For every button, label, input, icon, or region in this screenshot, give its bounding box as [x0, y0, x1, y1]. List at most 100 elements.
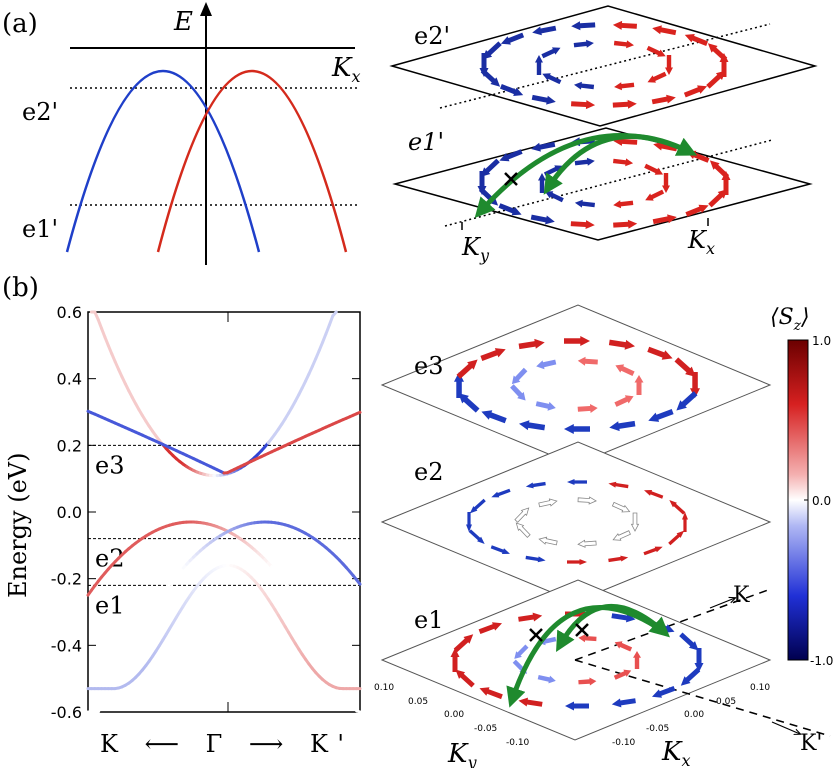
ky-tick-0: 0.10	[374, 683, 394, 693]
spin-arrow	[574, 81, 595, 90]
spin-arrow	[669, 500, 686, 515]
panel-a-plane-e2p: e2'	[389, 5, 818, 127]
colorbar-tick-low: -1.0	[810, 654, 833, 668]
spin-arrow	[518, 612, 543, 622]
band-segment	[96, 318, 104, 331]
spin-arrow	[536, 359, 557, 370]
y-tick-label: -0.4	[51, 636, 82, 655]
panel-a-y-label: E	[173, 7, 193, 37]
spin-arrow	[541, 47, 561, 59]
spin-arrow	[611, 501, 631, 513]
y-tick-labels: 0.6 0.4 0.2 0.0 -0.2 -0.4 -0.6	[51, 303, 82, 722]
spin-ring-e2p	[479, 20, 729, 110]
spin-arrow	[510, 384, 526, 401]
spin-arrow	[500, 32, 525, 45]
kx-label: Kx	[687, 226, 715, 258]
spin-arrow	[525, 481, 546, 489]
kprime-dir-arrow	[771, 721, 800, 734]
spin-arrow	[479, 53, 489, 77]
plane-outline	[389, 5, 818, 127]
ky-label: Ky	[447, 739, 477, 768]
spin-arrow	[676, 391, 698, 411]
panel-a-plane-e1p: e1' Ky Kx	[392, 127, 813, 265]
spin-arrow	[491, 488, 511, 498]
spin-arrow	[690, 372, 700, 398]
spin-arrow	[574, 199, 595, 208]
spin-arrow	[633, 651, 641, 669]
spin-arrow	[680, 667, 701, 686]
kx-label: Kx	[661, 737, 690, 768]
scatter-arrow-outer	[506, 605, 666, 708]
plane-outline	[380, 304, 772, 466]
spin-arrow	[477, 171, 487, 195]
spin-arrow	[614, 82, 635, 91]
spin-arrow	[643, 546, 663, 556]
band-upper-shallow	[86, 409, 362, 475]
level-label-e3: e3	[95, 451, 124, 479]
spin-arrow	[651, 94, 676, 105]
panel-a-y-arrowhead	[200, 2, 212, 16]
band-segment	[103, 335, 110, 348]
y-tick-label: 0.6	[57, 303, 82, 322]
y-tick-label: -0.6	[51, 703, 82, 722]
spin-arrow	[538, 536, 558, 546]
spin-arrow	[668, 530, 685, 546]
y-tick-label: 0.2	[57, 436, 82, 455]
forbidden-cross-2	[575, 623, 589, 637]
spin-arrow	[652, 686, 676, 698]
spin-arrow	[674, 357, 696, 377]
x-axis-label: K ⟵ Γ ⟶ K'	[100, 730, 344, 758]
spin-arrow	[571, 21, 596, 31]
panel-b-plane-e3: e3	[380, 304, 772, 466]
plane-label-e1p: e1'	[408, 128, 444, 156]
spin-arrow	[564, 336, 590, 346]
spin-arrow	[480, 348, 506, 361]
spin-arrow	[458, 393, 480, 413]
ky-tick-1: 0.05	[408, 697, 428, 707]
panel-a-label: (a)	[2, 9, 38, 39]
spin-arrow	[685, 204, 709, 217]
kprime-direction-line	[574, 659, 831, 737]
spin-arrow	[535, 55, 543, 75]
spin-arrow	[518, 338, 545, 350]
spin-arrow	[709, 160, 730, 179]
spin-arrow	[564, 424, 590, 434]
spin-arrow	[515, 522, 531, 538]
spin-arrow	[498, 203, 522, 216]
band-segment	[355, 410, 362, 416]
kx-tick-2: 0.00	[684, 710, 704, 720]
spin-arrow	[577, 404, 598, 413]
spin-arrow	[652, 214, 677, 225]
plane-outline	[392, 127, 813, 241]
spin-arrow	[612, 99, 637, 109]
spin-arrow	[482, 41, 502, 60]
band-segment	[100, 327, 107, 339]
spin-arrow	[682, 512, 688, 532]
spin-arrow	[542, 73, 562, 85]
y-axis-label: Energy (eV)	[4, 453, 32, 598]
spin-arrow	[500, 84, 524, 96]
spin-ring-e3	[454, 336, 700, 434]
spin-arrow	[634, 375, 644, 395]
band-segment	[355, 709, 362, 714]
spin-arrow	[532, 25, 557, 36]
spin-arrow	[480, 158, 500, 177]
plane-k-line	[439, 23, 771, 109]
spin-arrow	[721, 171, 731, 195]
spin-arrow	[479, 687, 503, 700]
panel-b-plane-e1: K K' e1 0.10 0.05 0.00 -0.05 -0.10 -0.10…	[374, 579, 831, 768]
spin-arrow	[519, 420, 546, 431]
spin-arrow	[525, 555, 546, 563]
spin-arrow	[613, 669, 632, 680]
band-segment	[324, 323, 331, 336]
spin-arrow	[511, 367, 528, 385]
band-lower-left	[86, 520, 362, 714]
colorbar: ⟨Sz⟩ 1.0 0.0 -1.0	[770, 305, 833, 668]
spin-arrow	[481, 410, 507, 424]
band-segment	[331, 310, 338, 318]
spin-arrow	[499, 149, 523, 162]
band-segment	[355, 578, 362, 586]
spin-arrow	[608, 339, 635, 350]
spin-arrow	[612, 20, 637, 30]
spin-arrow	[708, 189, 728, 208]
